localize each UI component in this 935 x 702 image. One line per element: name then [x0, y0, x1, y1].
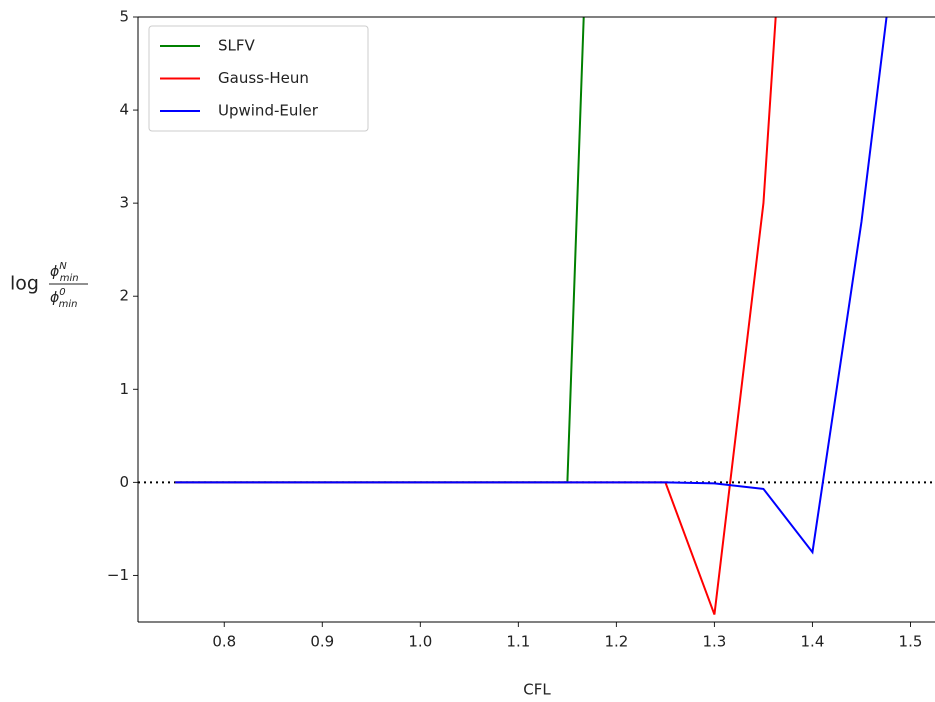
x-axis-label: CFL — [523, 681, 551, 699]
series-line — [175, 17, 888, 555]
x-tick-label: 1.1 — [506, 633, 530, 651]
y-axis-label: log ϕN min ϕ0 min — [10, 261, 88, 310]
y-label-log: log — [10, 273, 39, 295]
x-tick-label: 1.0 — [408, 633, 432, 651]
x-tick-label: 1.2 — [604, 633, 628, 651]
x-tick-label: 1.5 — [899, 633, 923, 651]
y-tick-label: 3 — [119, 194, 129, 212]
legend-box — [148, 25, 369, 132]
y-tick-label: 1 — [119, 380, 129, 398]
y-tick-label: −1 — [107, 566, 129, 584]
y-tick-label: 4 — [119, 101, 129, 119]
x-tick-label: 0.8 — [212, 633, 236, 651]
x-tick-label: 1.4 — [801, 633, 825, 651]
y-tick-label: 2 — [119, 287, 129, 305]
y-label-numerator: ϕN min — [50, 261, 79, 284]
x-tick-label: 1.3 — [702, 633, 726, 651]
plot-area — [138, 17, 935, 615]
legend-label: Gauss-Heun — [218, 69, 309, 87]
legend: SLFV Gauss-Heun Upwind-Euler — [148, 25, 369, 132]
x-tick-label: 0.9 — [310, 633, 334, 651]
legend-label: Upwind-Euler — [218, 102, 319, 120]
legend-label: SLFV — [218, 37, 256, 55]
y-tick-label: 5 — [119, 8, 129, 26]
y-tick-label: 0 — [119, 473, 129, 491]
y-label-denominator: ϕ0 min — [50, 287, 77, 310]
